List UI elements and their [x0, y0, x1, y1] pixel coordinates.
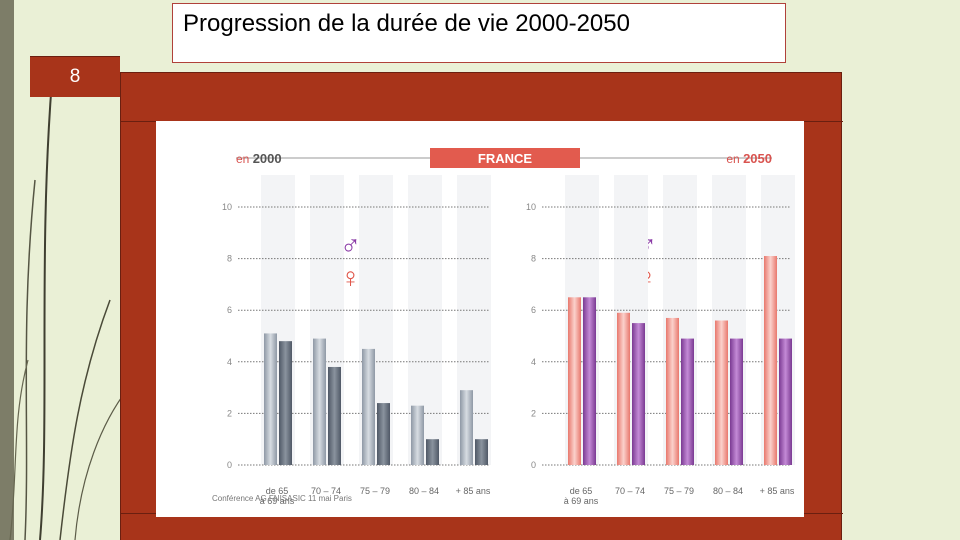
left-decor-strip	[0, 0, 14, 540]
male-symbol-2000: ♂	[340, 230, 361, 261]
y-tick-label: 2	[227, 408, 232, 418]
bar-2000-s2-c3	[377, 403, 390, 465]
panel-2000-label-year: 2000	[253, 151, 282, 166]
panel-2050-label-prefix: en	[726, 152, 739, 166]
bar-2000-s2-c4	[426, 439, 439, 465]
bar-2000-s1-c1	[264, 333, 277, 465]
panel-2050-label: en 2050	[726, 151, 772, 166]
bar-2050-s2-c3	[681, 338, 694, 465]
x-tick-label: 80 – 84	[713, 486, 743, 496]
bar-2050-s2-c1	[583, 297, 596, 465]
y-tick-label: 6	[227, 305, 232, 315]
slide-number: 8	[69, 66, 81, 87]
bar-2050-s1-c1	[568, 297, 581, 465]
panel-2000-label-prefix: en	[236, 152, 249, 166]
y-tick-label: 8	[531, 254, 536, 264]
bar-2000-s1-c4	[411, 405, 424, 465]
x-tick-label: 75 – 79	[664, 486, 694, 496]
bar-2000-s1-c2	[313, 338, 326, 465]
y-tick-label: 2	[531, 408, 536, 418]
bar-2050-s1-c5	[764, 256, 777, 465]
y-tick-label: 10	[526, 202, 536, 212]
bar-2000-s2-c2	[328, 366, 341, 465]
slide-number-tab: 8	[30, 56, 120, 97]
x-tick-label: à 69 ans	[260, 496, 295, 506]
bar-2050-s2-c4	[730, 338, 743, 465]
y-tick-label: 4	[227, 357, 232, 367]
bar-2000-s1-c5	[460, 390, 473, 465]
bar-2050-s1-c3	[666, 317, 679, 465]
country-banner	[430, 148, 580, 168]
bar-2050-s1-c2	[617, 312, 630, 465]
y-tick-label: 0	[531, 460, 536, 470]
x-tick-label: 75 – 79	[360, 486, 390, 496]
y-tick-label: 8	[227, 254, 232, 264]
x-tick-label: + 85 ans	[456, 486, 491, 496]
bar-2000-s2-c1	[279, 341, 292, 465]
bar-2000-s1-c3	[362, 348, 375, 465]
x-tick-label: à 69 ans	[564, 496, 599, 506]
chart-panel: FRANCE en 2000 en 2050 ♂ ♀ ♂ ♀ 0246810de…	[156, 121, 804, 517]
x-tick-label: de 65	[570, 486, 593, 496]
slide-title-box: Progression de la durée de vie 2000-2050	[172, 3, 786, 63]
x-tick-label: 70 – 74	[311, 486, 341, 496]
life-expectancy-chart: FRANCE en 2000 en 2050 ♂ ♀ ♂ ♀ 0246810de…	[212, 148, 795, 506]
bar-2050-s2-c2	[632, 323, 645, 465]
y-tick-label: 10	[222, 202, 232, 212]
y-tick-label: 6	[531, 305, 536, 315]
panel-2050-label-year: 2050	[743, 151, 772, 166]
bar-2050-s1-c4	[715, 320, 728, 465]
y-tick-label: 4	[531, 357, 536, 367]
slide-title: Progression de la durée de vie 2000-2050	[183, 10, 630, 37]
bar-2050-s2-c5	[779, 338, 792, 465]
y-tick-label: 0	[227, 460, 232, 470]
x-tick-label: 70 – 74	[615, 486, 645, 496]
x-tick-label: de 65	[266, 486, 289, 496]
country-banner-label: FRANCE	[478, 151, 532, 166]
x-tick-label: 80 – 84	[409, 486, 439, 496]
female-symbol-2000: ♀	[340, 262, 361, 293]
x-tick-label: + 85 ans	[760, 486, 795, 496]
bar-2000-s2-c5	[475, 439, 488, 465]
panel-2000-label: en 2000	[236, 151, 282, 166]
chart-footnote: Conférence AG FNISASIC 11 mai Paris	[212, 494, 352, 503]
grass-decoration	[9, 79, 136, 540]
